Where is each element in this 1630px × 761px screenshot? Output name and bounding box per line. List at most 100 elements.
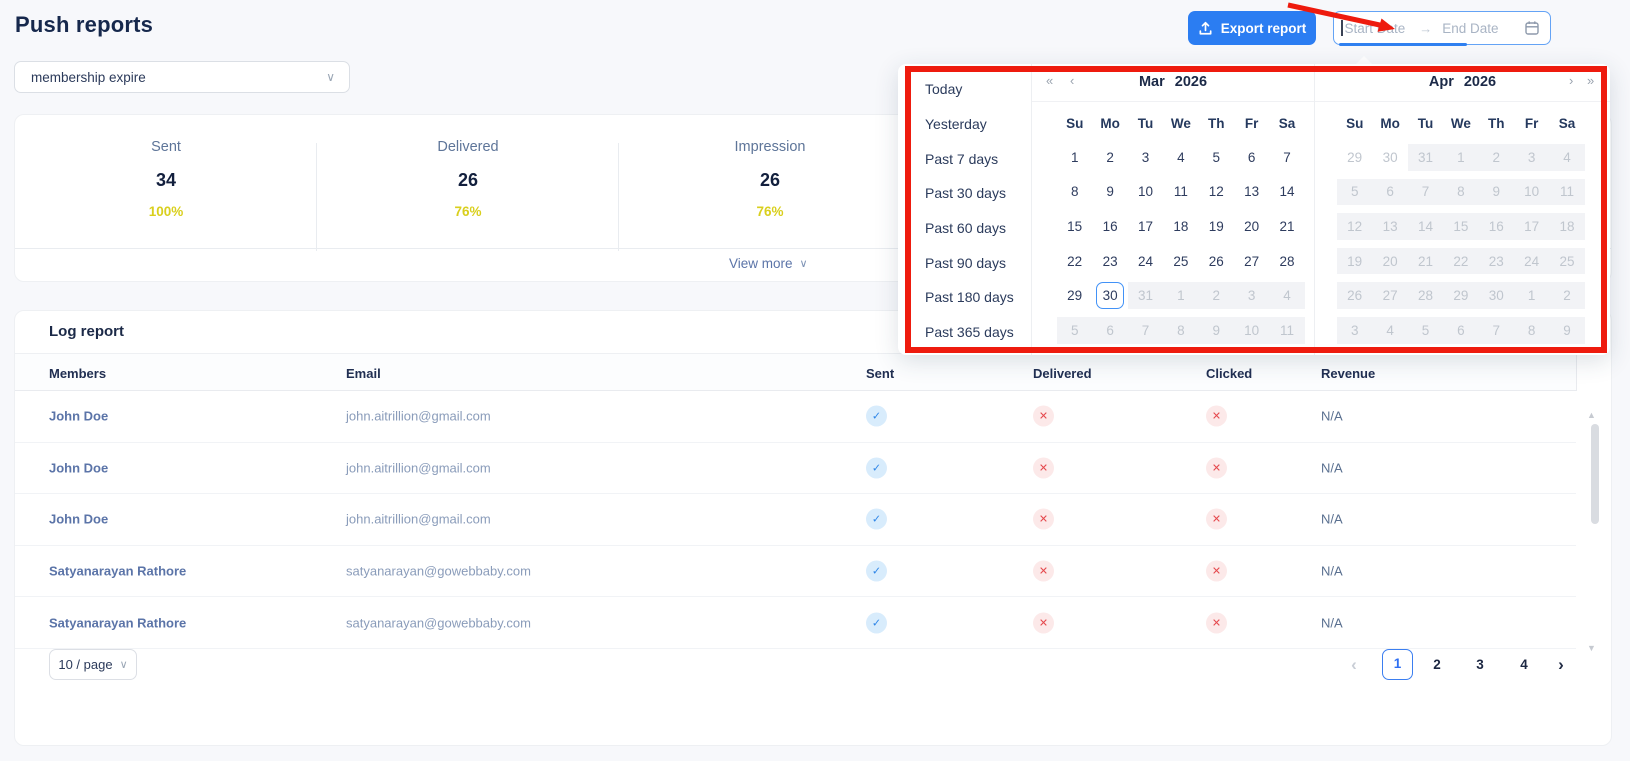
- calendar-day[interactable]: 31: [1127, 278, 1164, 313]
- next-month-icon[interactable]: ›: [1569, 73, 1574, 88]
- calendar-day[interactable]: 14: [1407, 209, 1444, 244]
- calendar-day[interactable]: 10: [1137, 184, 1153, 200]
- date-range-picker[interactable]: Start Date → End Date: [1333, 11, 1551, 46]
- calendar-day[interactable]: 2: [1478, 140, 1514, 175]
- pagination-page-3[interactable]: 3: [1476, 657, 1484, 672]
- calendar-day[interactable]: 22: [1443, 243, 1479, 279]
- calendar-day[interactable]: 11: [1549, 174, 1585, 210]
- calendar-day[interactable]: 12: [1208, 184, 1224, 200]
- report-filter-select[interactable]: membership expire ∨: [14, 61, 350, 93]
- end-date-input[interactable]: End Date: [1442, 20, 1499, 36]
- preset-past-60-days[interactable]: Past 60 days: [925, 220, 1006, 237]
- calendar-day[interactable]: 8: [1070, 184, 1079, 200]
- calendar-day[interactable]: 13: [1244, 184, 1260, 200]
- calendar-day[interactable]: 29: [1443, 278, 1479, 313]
- calendar-day[interactable]: 16: [1102, 218, 1118, 234]
- calendar-day[interactable]: 28: [1279, 253, 1295, 269]
- next-year-icon[interactable]: »: [1587, 73, 1595, 88]
- calendar-day[interactable]: 18: [1549, 209, 1585, 244]
- calendar-day[interactable]: 1: [1163, 278, 1199, 313]
- calendar-day[interactable]: 3: [1513, 140, 1550, 175]
- prev-year-icon[interactable]: «: [1046, 73, 1054, 88]
- start-date-input[interactable]: Start Date: [1344, 20, 1406, 36]
- calendar-day[interactable]: 15: [1443, 209, 1479, 244]
- calendar-day[interactable]: 13: [1372, 209, 1408, 244]
- calendar-day[interactable]: 8: [1513, 312, 1550, 348]
- calendar-day[interactable]: 6: [1247, 149, 1256, 165]
- calendar-day[interactable]: 8: [1163, 312, 1199, 348]
- calendar-day[interactable]: 5: [1212, 149, 1221, 165]
- calendar-day[interactable]: 7: [1407, 174, 1444, 210]
- calendar-day[interactable]: 6: [1092, 312, 1128, 348]
- calendar-day[interactable]: 29: [1347, 149, 1363, 165]
- calendar-day[interactable]: 10: [1513, 174, 1550, 210]
- calendar-day[interactable]: 15: [1067, 218, 1083, 234]
- calendar-day[interactable]: 21: [1407, 243, 1444, 279]
- prev-month-icon[interactable]: ‹: [1070, 73, 1075, 88]
- calendar-day[interactable]: 1: [1513, 278, 1550, 313]
- calendar-day[interactable]: 1: [1443, 140, 1479, 175]
- calendar-day[interactable]: 9: [1198, 312, 1234, 348]
- calendar-day[interactable]: 2: [1549, 278, 1585, 313]
- pagination-next-button[interactable]: ›: [1558, 655, 1564, 674]
- calendar-day[interactable]: 17: [1137, 218, 1153, 234]
- calendar-day[interactable]: 29: [1067, 288, 1083, 304]
- calendar-icon[interactable]: [1524, 20, 1540, 36]
- calendar-day[interactable]: 20: [1372, 243, 1408, 279]
- calendar-day[interactable]: 18: [1173, 218, 1189, 234]
- scrollbar-up-arrow[interactable]: ▲: [1587, 410, 1596, 420]
- preset-past-30-days[interactable]: Past 30 days: [925, 185, 1006, 202]
- scrollbar-down-arrow[interactable]: ▼: [1587, 643, 1596, 653]
- calendar-day[interactable]: 26: [1337, 278, 1373, 313]
- calendar-day[interactable]: 11: [1173, 184, 1188, 200]
- calendar-day[interactable]: 2: [1198, 278, 1234, 313]
- calendar-day[interactable]: 21: [1279, 218, 1295, 234]
- calendar-day[interactable]: 17: [1513, 209, 1550, 244]
- calendar-day[interactable]: 14: [1279, 184, 1295, 200]
- preset-past-365-days[interactable]: Past 365 days: [925, 324, 1014, 341]
- calendar-day-selected[interactable]: 30: [1092, 278, 1127, 313]
- calendar-day[interactable]: 19: [1208, 218, 1224, 234]
- calendar-day[interactable]: 7: [1127, 312, 1164, 348]
- calendar-day[interactable]: 19: [1337, 243, 1373, 279]
- calendar-day[interactable]: 20: [1244, 218, 1260, 234]
- pagination-page-2[interactable]: 2: [1433, 657, 1441, 672]
- calendar-day[interactable]: 4: [1549, 140, 1585, 175]
- calendar-day[interactable]: 3: [1233, 278, 1270, 313]
- calendar-day[interactable]: 22: [1067, 253, 1083, 269]
- pagination-page-1[interactable]: 1: [1382, 649, 1413, 680]
- year-select[interactable]: 2026: [1174, 74, 1208, 90]
- preset-yesterday[interactable]: Yesterday: [925, 116, 987, 133]
- calendar-day[interactable]: 26: [1208, 253, 1224, 269]
- calendar-day[interactable]: 9: [1478, 174, 1514, 210]
- calendar-day[interactable]: 5: [1407, 312, 1444, 348]
- calendar-day[interactable]: 28: [1407, 278, 1444, 313]
- calendar-day[interactable]: 24: [1137, 253, 1153, 269]
- pagination-page-4[interactable]: 4: [1520, 657, 1528, 672]
- calendar-day[interactable]: 27: [1372, 278, 1408, 313]
- calendar-day[interactable]: 3: [1337, 312, 1373, 348]
- calendar-day[interactable]: 6: [1372, 174, 1408, 210]
- calendar-day[interactable]: 4: [1177, 149, 1185, 165]
- calendar-day[interactable]: 12: [1337, 209, 1373, 244]
- calendar-day[interactable]: 4: [1269, 278, 1305, 313]
- calendar-day[interactable]: 31: [1407, 140, 1444, 175]
- calendar-day[interactable]: 5: [1337, 174, 1373, 210]
- calendar-day[interactable]: 25: [1173, 253, 1189, 269]
- view-more-link[interactable]: View more ∨: [729, 256, 808, 271]
- month-select[interactable]: Apr: [1428, 74, 1454, 90]
- year-select[interactable]: 2026: [1463, 74, 1497, 90]
- calendar-day[interactable]: 8: [1443, 174, 1479, 210]
- calendar-day[interactable]: 30: [1382, 149, 1398, 165]
- calendar-day[interactable]: 27: [1244, 253, 1260, 269]
- preset-past-90-days[interactable]: Past 90 days: [925, 254, 1006, 271]
- calendar-day[interactable]: 24: [1513, 243, 1550, 279]
- calendar-day[interactable]: 3: [1141, 149, 1150, 165]
- preset-today[interactable]: Today: [925, 81, 963, 98]
- scrollbar-thumb[interactable]: [1591, 424, 1599, 524]
- export-report-button[interactable]: Export report: [1188, 11, 1316, 45]
- calendar-day[interactable]: 9: [1549, 312, 1585, 348]
- preset-past-7-days[interactable]: Past 7 days: [925, 150, 999, 167]
- calendar-day[interactable]: 2: [1106, 149, 1114, 165]
- calendar-day[interactable]: 30: [1478, 278, 1514, 313]
